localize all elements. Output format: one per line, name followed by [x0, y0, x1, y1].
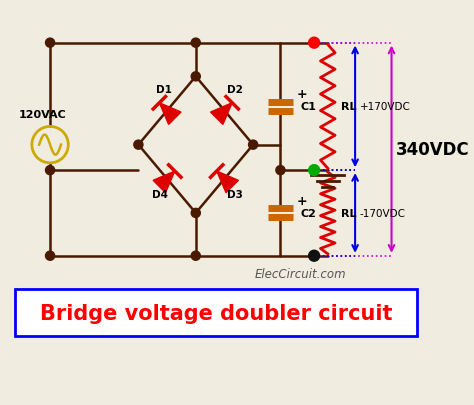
Polygon shape: [210, 104, 232, 125]
FancyBboxPatch shape: [15, 289, 417, 336]
Polygon shape: [217, 172, 238, 193]
Text: D4: D4: [152, 190, 168, 200]
Circle shape: [276, 166, 285, 175]
Text: +: +: [297, 88, 308, 101]
Circle shape: [46, 39, 55, 48]
Text: Bridge voltage doubler circuit: Bridge voltage doubler circuit: [39, 303, 392, 323]
Circle shape: [46, 166, 55, 175]
Text: C1: C1: [301, 102, 316, 112]
Circle shape: [134, 141, 143, 150]
Polygon shape: [159, 104, 181, 125]
Text: D2: D2: [228, 85, 243, 95]
Text: D3: D3: [228, 190, 243, 200]
Text: 340VDC: 340VDC: [396, 141, 470, 159]
Text: RL: RL: [340, 102, 356, 112]
Circle shape: [310, 166, 319, 175]
Text: C2: C2: [301, 209, 316, 218]
Circle shape: [191, 209, 201, 218]
Text: +: +: [297, 194, 308, 207]
Circle shape: [191, 72, 201, 82]
Text: ElecCircuit.com: ElecCircuit.com: [255, 267, 346, 280]
Text: RL: RL: [340, 209, 356, 218]
Text: D1: D1: [155, 85, 172, 95]
Circle shape: [309, 165, 319, 176]
Circle shape: [309, 38, 319, 49]
Text: +170VDC: +170VDC: [360, 102, 410, 112]
Text: -170VDC: -170VDC: [360, 209, 406, 218]
Circle shape: [46, 252, 55, 261]
Polygon shape: [153, 172, 175, 193]
Circle shape: [191, 252, 201, 261]
Circle shape: [191, 39, 201, 48]
Text: 120VAC: 120VAC: [18, 110, 66, 120]
Circle shape: [309, 251, 319, 262]
Circle shape: [248, 141, 258, 150]
